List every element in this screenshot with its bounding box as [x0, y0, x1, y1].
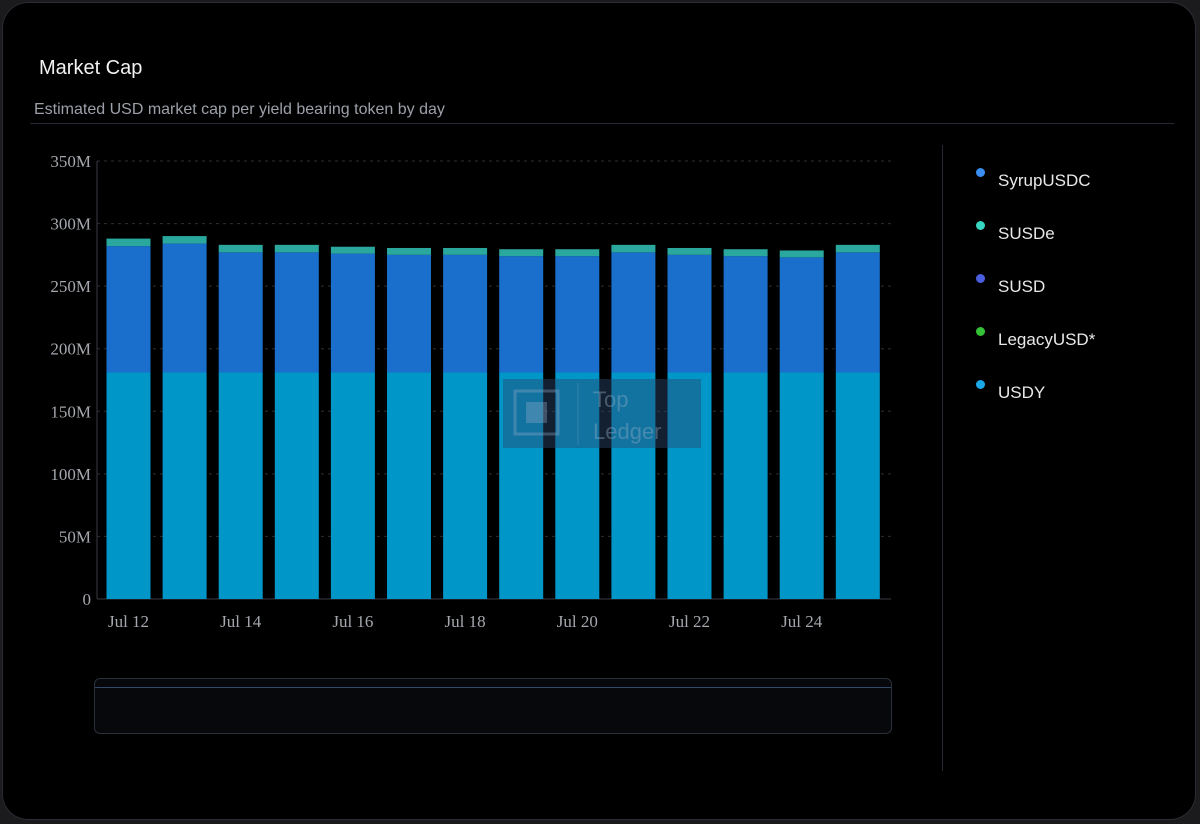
bar-susde	[330, 246, 375, 254]
chart-title: Market Cap	[39, 57, 143, 79]
watermark-logo-icon	[513, 389, 560, 436]
watermark-text-bottom: Ledger	[593, 419, 662, 444]
x-tick-label: Jul 22	[669, 612, 710, 631]
bar-syrupusdc	[443, 254, 488, 373]
bar-usdy	[162, 372, 207, 599]
y-tick-label: 350M	[50, 152, 91, 171]
legend-dot	[976, 221, 985, 230]
bar-susde	[779, 250, 824, 258]
stacked-bar-chart: 0 50M 100M 150M 200M 250M 300M 350M Jul 12 Jul 14…	[50, 152, 891, 631]
bar-syrupusdc	[499, 256, 544, 373]
x-tick-label: Jul 12	[108, 612, 149, 631]
bar-susde	[443, 247, 488, 255]
bar-syrupusdc	[218, 252, 263, 373]
bar-susde	[499, 249, 544, 257]
bar-usdy	[106, 372, 151, 599]
x-tick-label: Jul 24	[781, 612, 823, 631]
bar-susde	[162, 236, 207, 244]
y-tick-label: 300M	[50, 215, 91, 234]
watermark-text-top: Top	[593, 387, 628, 412]
bar-usdy	[835, 372, 880, 599]
watermark-box	[503, 379, 701, 448]
legend-dot	[976, 168, 985, 177]
bar-syrupusdc	[387, 254, 431, 373]
y-tick-label: 150M	[50, 402, 91, 421]
bar-syrupusdc	[162, 243, 207, 373]
bar-syrupusdc	[723, 256, 768, 373]
bar-susde	[555, 249, 600, 257]
data-zoom-preview-line	[95, 687, 891, 688]
watermark-logo-inner	[526, 402, 547, 423]
bar-susde	[611, 244, 656, 253]
bar-syrupusdc	[274, 252, 319, 373]
bar-syrupusdc	[330, 253, 375, 373]
legend-label: SUSD	[998, 277, 1046, 296]
chart-subtitle: Estimated USD market cap per yield beari…	[34, 101, 445, 118]
y-tick-label: 200M	[50, 340, 91, 359]
data-zoom-slider[interactable]	[94, 678, 892, 734]
legend-divider	[942, 145, 943, 771]
legend-label: USDY	[998, 383, 1046, 402]
legend-label: SUSDe	[998, 224, 1055, 243]
bar-susde	[667, 247, 712, 255]
bar-usdy	[274, 372, 319, 599]
bar-susde	[274, 244, 319, 253]
bar-usdy	[218, 372, 263, 599]
bar-usdy	[387, 372, 431, 599]
bar-usdy	[611, 372, 656, 599]
y-tick-label: 0	[83, 590, 92, 609]
bar-usdy	[555, 372, 600, 599]
bar-syrupusdc	[779, 257, 824, 373]
bar-syrupusdc	[555, 256, 600, 373]
bar-syrupusdc	[106, 246, 151, 373]
bar-usdy	[443, 372, 488, 599]
legend-label: LegacyUSD*	[998, 330, 1096, 349]
y-tick-label: 50M	[59, 527, 91, 546]
x-tick-label: Jul 18	[445, 612, 486, 631]
y-tick-label: 250M	[50, 277, 91, 296]
bar-susde	[723, 249, 768, 257]
bar-usdy	[667, 372, 712, 599]
bar-susde	[106, 238, 151, 247]
bar-susde	[835, 244, 880, 253]
y-tick-label: 100M	[50, 465, 91, 484]
bar-susde	[218, 244, 263, 253]
bar-usdy	[330, 372, 375, 599]
bar-syrupusdc	[611, 252, 656, 373]
header-divider	[30, 123, 1174, 124]
x-tick-label: Jul 16	[332, 612, 373, 631]
bar-usdy	[723, 372, 768, 599]
bar-susde	[387, 247, 431, 255]
legend-label: SyrupUSDC	[998, 171, 1091, 190]
legend-dot	[976, 327, 985, 336]
legend-dot	[976, 274, 985, 283]
bar-syrupusdc	[835, 252, 880, 373]
bar-usdy	[499, 372, 544, 599]
x-tick-label: Jul 20	[557, 612, 598, 631]
bar-syrupusdc	[667, 254, 712, 373]
bar-usdy	[779, 372, 824, 599]
legend-dot	[976, 380, 985, 389]
x-tick-label: Jul 14	[220, 612, 262, 631]
